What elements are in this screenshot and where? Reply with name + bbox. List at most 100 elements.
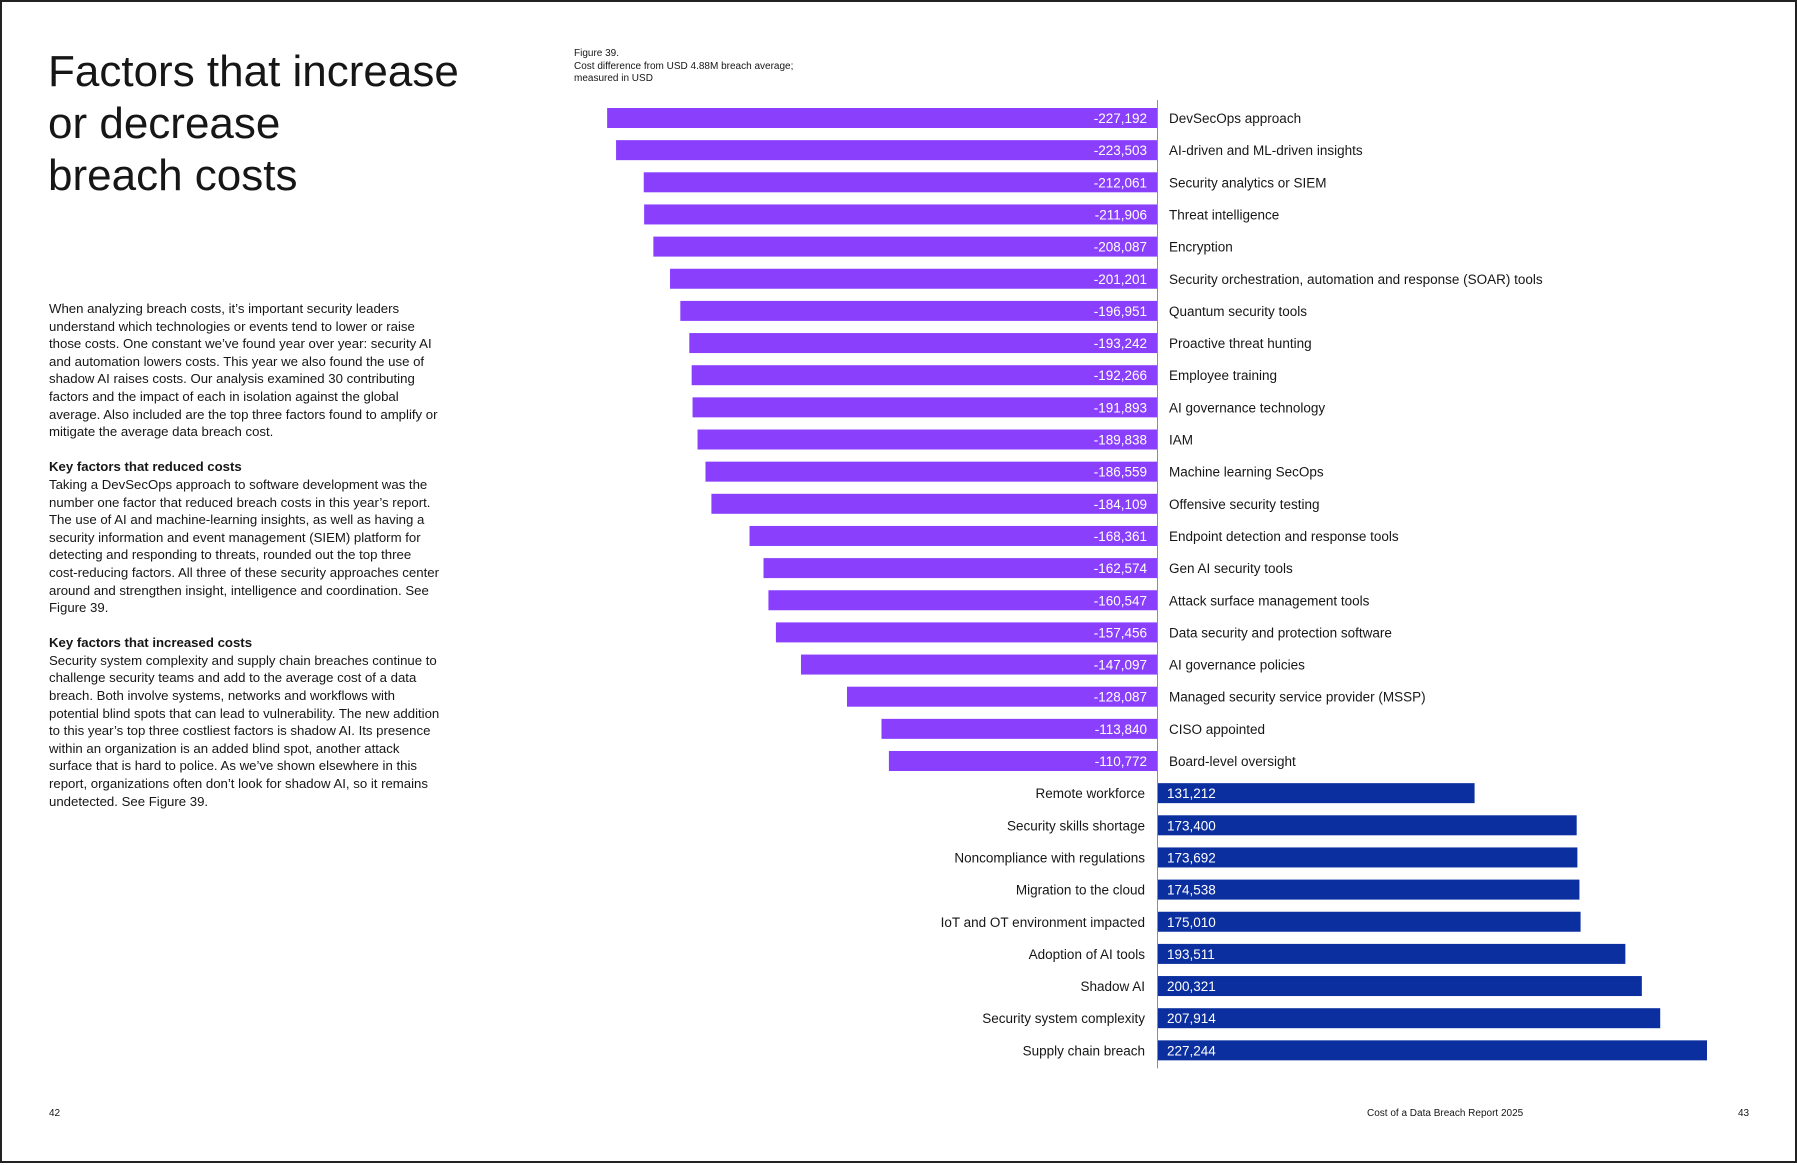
bar-decrease [800, 654, 1157, 675]
category-label: Encryption [1169, 240, 1233, 255]
category-label: Security system complexity [982, 1011, 1145, 1026]
report-title: Cost of a Data Breach Report 2025 [1367, 1108, 1524, 1119]
category-label: Machine learning SecOps [1169, 465, 1324, 480]
category-label: Endpoint detection and response tools [1169, 529, 1399, 544]
bar-value-label: 175,010 [1167, 915, 1216, 930]
bar-value-label: 131,212 [1167, 786, 1216, 801]
bar-decrease [711, 493, 1157, 514]
page-title: Factors that increase or decrease breach… [48, 46, 468, 202]
bar-value-label: -186,559 [1094, 465, 1147, 480]
bar-increase [1157, 847, 1578, 868]
increased-costs-heading: Key factors that increased costs [49, 635, 253, 651]
reduced-costs-paragraph: Taking a DevSecOps approach to software … [49, 476, 439, 616]
bar-value-label: 227,244 [1167, 1043, 1216, 1058]
figure-subtitle-line: measured in USD [574, 73, 653, 84]
category-label: AI-driven and ML-driven insights [1169, 143, 1363, 158]
bar-decrease [763, 558, 1157, 579]
category-label: Proactive threat hunting [1169, 336, 1312, 351]
category-label: CISO appointed [1169, 722, 1265, 737]
bar-decrease [644, 204, 1157, 225]
bar-increase [1157, 976, 1642, 997]
intro-paragraph: When analyzing breach costs, it’s import… [49, 301, 438, 440]
category-label: Employee training [1169, 368, 1277, 383]
right-page-number: 43 [1738, 1108, 1750, 1119]
category-label: Board-level oversight [1169, 754, 1296, 769]
category-label: Remote workforce [1035, 786, 1145, 801]
body-text: When analyzing breach costs, it’s import… [49, 300, 441, 828]
bar-decrease [616, 140, 1157, 161]
bar-value-label: 174,538 [1167, 883, 1216, 898]
bar-increase [1157, 943, 1626, 964]
bar-value-label: -184,109 [1094, 497, 1147, 512]
figure-title: Figure 39. [574, 48, 620, 59]
bar-value-label: -223,503 [1094, 143, 1147, 158]
increased-costs-paragraph: Security system complexity and supply ch… [49, 652, 440, 809]
category-label: Gen AI security tools [1169, 561, 1293, 576]
category-label: Attack surface management tools [1169, 593, 1370, 608]
category-label: Noncompliance with regulations [954, 850, 1145, 865]
category-label: IAM [1169, 433, 1193, 448]
bar-decrease [689, 333, 1157, 354]
bar-decrease [775, 622, 1157, 643]
left-page-number: 42 [49, 1108, 61, 1119]
bar-value-label: -160,547 [1094, 593, 1147, 608]
bar-decrease [607, 108, 1157, 128]
bar-value-label: -162,574 [1094, 561, 1148, 576]
page-title-line: breach costs [48, 151, 298, 200]
bar-value-label: -192,266 [1094, 368, 1147, 383]
bar-value-label: -211,906 [1095, 207, 1147, 222]
bar-value-label: -168,361 [1094, 529, 1147, 544]
bar-value-label: -128,087 [1094, 690, 1147, 705]
category-label: Security orchestration, automation and r… [1169, 272, 1543, 287]
reduced-costs-heading: Key factors that reduced costs [49, 459, 242, 475]
bar-value-label: -157,456 [1094, 625, 1147, 640]
bar-decrease [768, 590, 1157, 611]
category-label: Shadow AI [1080, 979, 1145, 994]
bar-value-label: -113,840 [1095, 722, 1147, 737]
bar-decrease [749, 525, 1157, 546]
category-label: Threat intelligence [1169, 207, 1279, 222]
category-label: Security analytics or SIEM [1169, 175, 1327, 190]
bar-value-label: 207,914 [1167, 1011, 1216, 1026]
bar-increase [1157, 1040, 1707, 1061]
bar-increase [1157, 783, 1475, 804]
category-label: Data security and protection software [1169, 625, 1392, 640]
bar-value-label: 173,400 [1167, 818, 1216, 833]
bar-value-label: -147,097 [1094, 658, 1147, 673]
bar-decrease [691, 365, 1157, 386]
category-label: AI governance technology [1169, 400, 1325, 415]
bar-decrease [846, 686, 1157, 707]
bar-value-label: -212,061 [1094, 175, 1147, 190]
bar-value-label: -191,893 [1094, 400, 1147, 415]
page-title-line: Factors that increase [48, 47, 459, 96]
bar-value-label: -201,201 [1094, 272, 1147, 287]
category-label: Security skills shortage [1007, 818, 1145, 833]
category-label: IoT and OT environment impacted [941, 915, 1145, 930]
bar-value-label: -227,192 [1094, 111, 1147, 126]
bar-value-label: 193,511 [1167, 947, 1215, 962]
bar-value-label: -193,242 [1094, 336, 1147, 351]
bar-decrease [692, 397, 1157, 418]
bar-decrease [888, 751, 1157, 771]
bar-value-label: -189,838 [1094, 433, 1147, 448]
bar-decrease [653, 236, 1157, 257]
figure-caption: Figure 39. Cost difference from USD 4.88… [574, 48, 874, 86]
category-label: Offensive security testing [1169, 497, 1320, 512]
bar-decrease [697, 429, 1157, 450]
category-label: Adoption of AI tools [1029, 947, 1146, 962]
bar-decrease [680, 300, 1157, 321]
bar-decrease [881, 718, 1157, 739]
bar-increase [1157, 1008, 1661, 1029]
bar-value-label: -110,772 [1095, 754, 1147, 769]
bar-value-label: -196,951 [1094, 304, 1147, 319]
category-label: AI governance policies [1169, 658, 1305, 673]
bar-value-label: -208,087 [1094, 240, 1147, 255]
bar-decrease [643, 172, 1157, 193]
page-title-line: or decrease [48, 99, 281, 148]
bar-decrease [670, 268, 1157, 289]
category-label: Quantum security tools [1169, 304, 1307, 319]
bar-increase [1157, 879, 1580, 900]
category-label: Migration to the cloud [1016, 883, 1145, 898]
category-label: Managed security service provider (MSSP) [1169, 690, 1426, 705]
